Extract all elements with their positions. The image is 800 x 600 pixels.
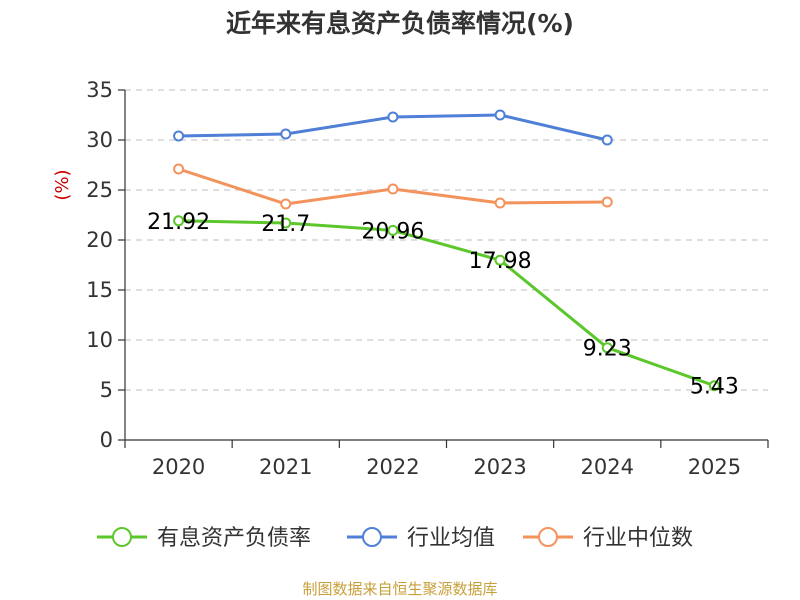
y-tick-label: 25 xyxy=(86,178,113,202)
data-label: 9.23 xyxy=(583,337,632,362)
data-label: 21.7 xyxy=(261,212,310,237)
x-tick-label: 2020 xyxy=(152,455,205,479)
x-tick-label: 2022 xyxy=(366,455,419,479)
y-tick-label: 15 xyxy=(86,278,113,302)
data-point xyxy=(173,130,185,142)
data-point xyxy=(280,128,292,140)
data-point xyxy=(387,183,399,195)
x-tick-label: 2021 xyxy=(259,455,312,479)
data-point xyxy=(708,380,720,392)
legend: 有息资产负债率 行业均值 行业中位数 xyxy=(97,526,693,551)
data-point xyxy=(280,198,292,210)
data-labels: 21.92 21.7 20.96 17.98 9.23 5.43 xyxy=(147,210,739,400)
legend-marker xyxy=(362,527,382,547)
y-tick-label: 5 xyxy=(100,378,113,402)
axes xyxy=(118,89,769,448)
chart-title: 近年来有息资产负债率情况(%) xyxy=(226,9,574,38)
series-line-0 xyxy=(178,219,715,388)
y-tick-label: 20 xyxy=(86,228,113,252)
data-point xyxy=(494,197,506,209)
data-label: 21.92 xyxy=(147,210,210,235)
data-point xyxy=(494,109,506,121)
source-note: 制图数据来自恒生聚源数据库 xyxy=(302,580,498,598)
grid-lines xyxy=(125,89,768,391)
x-tick-label: 2023 xyxy=(473,455,526,479)
data-point xyxy=(601,134,613,146)
data-point xyxy=(601,342,613,354)
legend-label: 有息资产负债率 xyxy=(157,526,311,551)
y-tick-label: 0 xyxy=(100,428,113,452)
legend-marker xyxy=(112,527,132,547)
legend-marker xyxy=(538,527,558,547)
data-point xyxy=(494,254,506,266)
data-point xyxy=(601,196,613,208)
y-tick-label: 35 xyxy=(86,78,113,102)
series-lines xyxy=(178,113,715,388)
data-label: 20.96 xyxy=(361,219,424,244)
data-point xyxy=(387,224,399,236)
data-point xyxy=(387,111,399,123)
y-tick-label: 10 xyxy=(86,328,113,352)
data-point xyxy=(173,163,185,175)
y-tick-label: 30 xyxy=(86,128,113,152)
data-point xyxy=(280,217,292,229)
legend-label: 行业中位数 xyxy=(583,526,693,551)
legend-label: 行业均值 xyxy=(407,526,495,551)
x-tick-label: 2025 xyxy=(688,455,741,479)
series-points xyxy=(173,109,720,392)
y-tick-labels: 0 5 10 15 20 25 30 35 xyxy=(86,78,113,452)
data-label: 17.98 xyxy=(469,249,532,274)
x-tick-label: 2024 xyxy=(581,455,634,479)
x-tick-labels: 2020 2021 2022 2023 2024 2025 xyxy=(152,455,741,479)
data-label: 5.43 xyxy=(690,375,739,400)
data-point xyxy=(173,215,185,227)
y-axis-label: (%) xyxy=(52,169,73,200)
